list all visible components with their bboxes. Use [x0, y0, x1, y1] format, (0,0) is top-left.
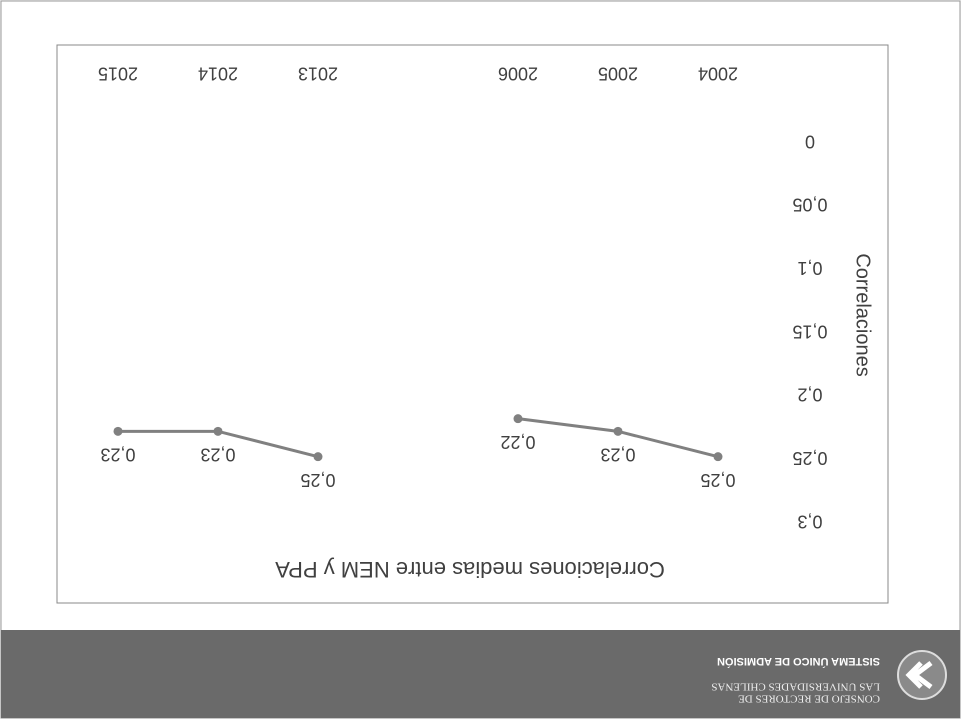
- y-tick-label: 0: [805, 131, 815, 151]
- y-tick-label: 0,15: [792, 321, 827, 341]
- y-axis-title: Correlaciones: [852, 253, 874, 376]
- data-label: 0,22: [500, 432, 535, 452]
- point: [213, 426, 223, 436]
- point: [613, 426, 623, 436]
- data-label: 0,23: [200, 445, 235, 465]
- y-tick-label: 0,25: [792, 448, 827, 468]
- x-tick-label: 2014: [198, 63, 238, 83]
- chart-frame: [56, 44, 889, 604]
- org-line: CONSEJO DE RECTORES DE: [738, 692, 880, 704]
- x-tick-label: 2006: [498, 63, 538, 83]
- y-tick-label: 0,3: [797, 511, 822, 531]
- data-label: 0,25: [300, 470, 335, 490]
- y-tick-label: 0,2: [797, 385, 822, 405]
- data-label: 0,23: [100, 445, 135, 465]
- x-tick-label: 2013: [298, 63, 338, 83]
- logo-mark: [905, 661, 933, 689]
- footer-band: [1, 630, 960, 718]
- y-tick-label: 0,1: [797, 258, 822, 278]
- point: [513, 414, 523, 424]
- logo: [897, 650, 947, 700]
- point: [713, 452, 723, 462]
- y-tick-label: 0,05: [792, 195, 827, 215]
- system-name: SISTEMA ÚNICO DE ADMISIÓN: [717, 655, 880, 668]
- data-label: 0,23: [600, 445, 635, 465]
- data-label: 0,25: [700, 470, 735, 490]
- x-tick-label: 2015: [98, 63, 138, 83]
- org-line: LAS UNIVERSIDADES CHILENAS: [711, 680, 880, 692]
- x-tick-label: 2005: [598, 63, 638, 83]
- chart-title: Correlaciones medias entre NEM y PPA: [275, 557, 665, 582]
- point: [313, 452, 323, 462]
- point: [113, 426, 123, 436]
- x-tick-label: 2004: [698, 63, 738, 83]
